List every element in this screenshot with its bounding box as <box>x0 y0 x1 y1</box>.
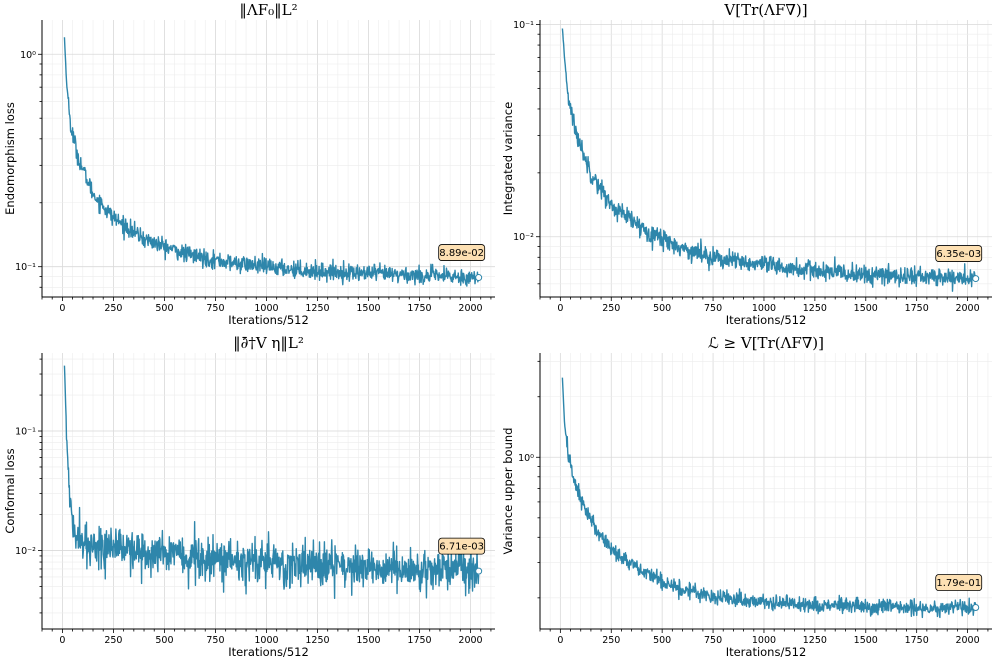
series <box>561 28 980 292</box>
x-tick-label: 500 <box>155 635 173 646</box>
series <box>63 37 483 287</box>
annotation-label: 1.79e-01 <box>936 578 981 589</box>
x-tick-label: 1250 <box>803 635 827 646</box>
y-tick-label: 10⁰ <box>20 50 36 61</box>
chart-panel-variance-upper-bound: 0 250 500 750 1000 1250 1500 1750 2000 10⁰ ℒ ≥ V[… <box>501 334 992 659</box>
series-line <box>63 37 480 287</box>
annotation-label: 8.89e-02 <box>439 248 484 259</box>
ticks: 0 250 500 750 1000 1250 1500 1750 2000 10⁻² 10⁻¹ <box>513 20 989 314</box>
chart-title: ‖∂̄†V η‖L² <box>233 334 304 352</box>
final-point-marker <box>972 275 980 283</box>
final-value-annotation: 6.71e-03 <box>438 537 486 555</box>
final-point-marker <box>475 274 483 282</box>
x-tick-label: 750 <box>704 635 722 646</box>
x-tick-label: 2000 <box>458 635 482 646</box>
x-tick-label: 1750 <box>407 303 431 314</box>
x-tick-label: 250 <box>104 635 122 646</box>
x-tick-label: 250 <box>104 303 122 314</box>
y-tick-label: 10⁻¹ <box>15 427 36 438</box>
chart-title: ‖ΛF₀‖L² <box>239 1 297 19</box>
x-tick-label: 1000 <box>752 303 776 314</box>
x-axis-label: Iterations/512 <box>726 645 807 659</box>
annotation-box <box>935 574 983 591</box>
x-tick-label: 250 <box>602 635 620 646</box>
x-tick-label: 1500 <box>854 635 878 646</box>
x-tick-label: 1750 <box>407 635 431 646</box>
series <box>561 377 980 619</box>
ticks: 0 250 500 750 1000 1250 1500 1750 2000 10⁰ <box>518 360 989 646</box>
x-tick-label: 500 <box>155 303 173 314</box>
final-point-marker <box>972 604 980 612</box>
axes <box>539 20 992 298</box>
annotation-label: 6.71e-03 <box>439 542 484 553</box>
x-tick-label: 0 <box>557 635 563 646</box>
y-tick-label: 10⁻² <box>15 546 36 557</box>
x-tick-label: 750 <box>704 303 722 314</box>
x-tick-label: 750 <box>206 303 224 314</box>
grid <box>539 353 992 629</box>
ticks: 0 250 500 750 1000 1250 1500 1750 2000 10⁻¹ 10⁰ <box>15 50 492 314</box>
grid <box>539 20 992 297</box>
y-axis-label: Integrated variance <box>501 102 515 215</box>
y-tick-label: 10⁻¹ <box>15 262 36 273</box>
x-axis-label: Iterations/512 <box>228 313 309 327</box>
y-tick-label: 10⁰ <box>518 453 534 464</box>
annotation-box <box>438 244 486 261</box>
x-tick-label: 1250 <box>305 635 329 646</box>
chart-panel-conformal-loss: 0 250 500 750 1000 1250 1500 1750 2000 10⁻² 10⁻¹ ‖… <box>3 334 495 659</box>
annotation-box <box>935 245 983 262</box>
series <box>63 365 483 600</box>
final-value-annotation: 6.35e-03 <box>935 245 983 262</box>
x-tick-label: 1250 <box>305 303 329 314</box>
x-axis-label: Iterations/512 <box>228 645 309 659</box>
x-axis-label: Iterations/512 <box>726 313 807 327</box>
final-point-marker <box>475 567 483 575</box>
x-tick-label: 1000 <box>752 635 776 646</box>
ticks: 0 250 500 750 1000 1250 1500 1750 2000 10⁻² 10⁻¹ <box>15 358 492 646</box>
x-tick-label: 0 <box>557 303 563 314</box>
annotation-box <box>438 537 486 555</box>
x-tick-label: 1500 <box>356 303 380 314</box>
x-tick-label: 2000 <box>955 635 979 646</box>
x-tick-label: 500 <box>653 635 671 646</box>
y-tick-label: 10⁻¹ <box>513 20 534 31</box>
y-axis-label: Variance upper bound <box>501 428 515 555</box>
final-value-annotation: 8.89e-02 <box>438 244 486 261</box>
x-tick-label: 2000 <box>955 303 979 314</box>
y-axis-label: Conformal loss <box>3 448 17 533</box>
x-tick-label: 2000 <box>458 303 482 314</box>
x-tick-label: 1750 <box>905 635 929 646</box>
x-tick-label: 0 <box>59 303 65 314</box>
x-tick-label: 0 <box>59 635 65 646</box>
final-value-annotation: 1.79e-01 <box>935 574 983 591</box>
chart-title: V[Tr(ΛF∇)] <box>723 1 807 19</box>
chart-panel-endomorphism-loss: 0 250 500 750 1000 1250 1500 1750 2000 10⁻¹ 10⁰ ‖Λ… <box>3 1 495 327</box>
x-tick-label: 500 <box>653 303 671 314</box>
series-line <box>561 28 977 292</box>
x-tick-label: 250 <box>602 303 620 314</box>
grid <box>41 20 495 297</box>
x-tick-label: 1500 <box>854 303 878 314</box>
y-axis-label: Endomorphism loss <box>3 102 17 215</box>
x-tick-label: 1500 <box>356 635 380 646</box>
axes <box>41 20 495 298</box>
chart-title: ℒ ≥ V[Tr(ΛF∇)] <box>708 334 824 352</box>
x-tick-label: 1000 <box>254 303 278 314</box>
y-tick-label: 10⁻² <box>513 232 534 243</box>
x-tick-label: 750 <box>206 635 224 646</box>
chart-panel-integrated-variance: 0 250 500 750 1000 1250 1500 1750 2000 10⁻² 10⁻¹ V… <box>501 1 992 327</box>
annotation-label: 6.35e-03 <box>936 249 981 260</box>
series-line <box>561 377 977 619</box>
x-tick-label: 1750 <box>905 303 929 314</box>
axes <box>539 353 992 630</box>
series-line <box>63 365 480 600</box>
x-tick-label: 1250 <box>803 303 827 314</box>
x-tick-label: 1000 <box>254 635 278 646</box>
